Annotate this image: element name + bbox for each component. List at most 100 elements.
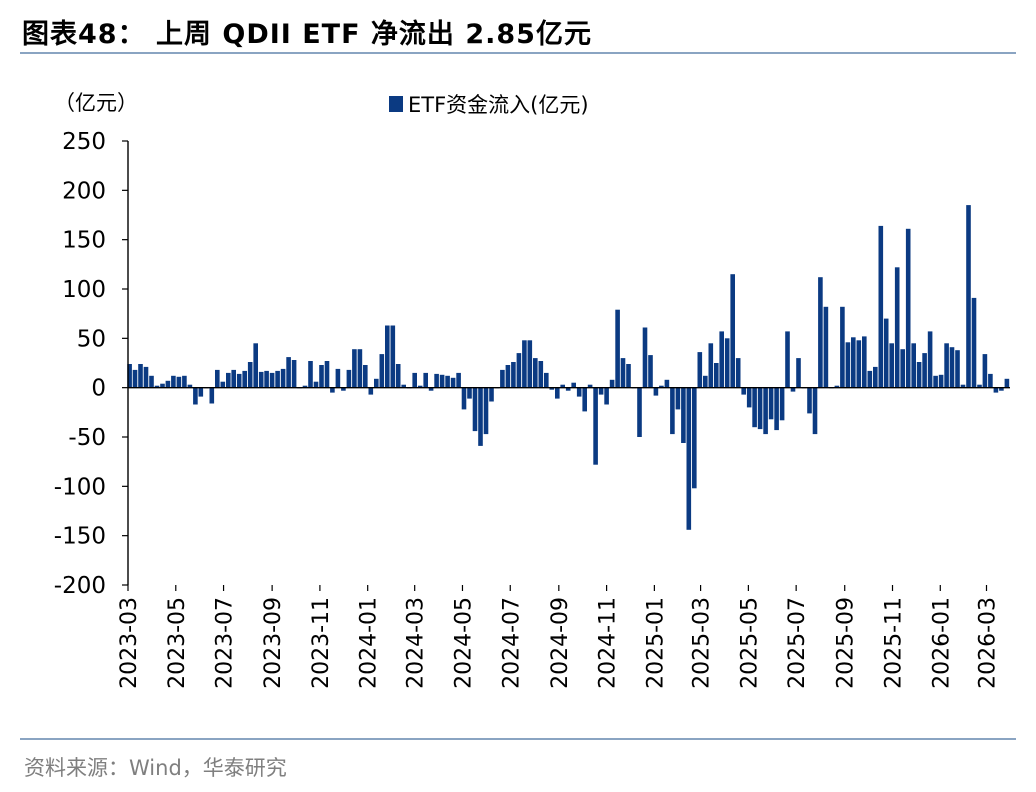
flow-bar	[960, 384, 966, 388]
flow-bar	[900, 349, 905, 388]
flow-bar	[341, 387, 346, 391]
flow-bar	[922, 353, 927, 388]
flow-bar	[878, 225, 884, 388]
flow-bar	[379, 354, 385, 388]
flow-bar	[714, 363, 719, 388]
x-tick-label: 2024-11	[596, 597, 621, 689]
flow-bar	[220, 381, 226, 388]
flow-bar	[346, 369, 352, 388]
flow-bar	[450, 377, 456, 388]
flow-bar	[626, 364, 631, 388]
flow-bar	[352, 349, 357, 388]
flow-bar	[193, 387, 198, 405]
y-tick-label: 100	[62, 277, 106, 303]
y-tick-label: 150	[62, 228, 106, 254]
flow-bar	[127, 364, 132, 388]
x-tick-label: 2026-03	[976, 597, 1001, 689]
flow-bar	[215, 369, 220, 388]
flow-bar	[851, 337, 856, 388]
flow-bar	[593, 387, 598, 465]
flow-bar	[138, 364, 143, 388]
flow-bar	[982, 354, 988, 388]
flow-bar	[620, 358, 626, 388]
flow-bar	[324, 361, 330, 388]
y-tick-label: 250	[62, 129, 106, 155]
flow-bar	[637, 387, 642, 437]
flow-bar	[275, 370, 280, 388]
flow-bar	[796, 358, 801, 388]
flow-bar	[401, 384, 406, 388]
flow-bar	[363, 365, 368, 388]
flow-bar	[823, 306, 829, 388]
flow-bar	[319, 365, 324, 388]
flow-bar	[615, 309, 620, 388]
y-tick-label: 50	[77, 326, 106, 352]
flow-bar	[489, 387, 494, 402]
flow-bar	[681, 387, 686, 443]
flow-bar	[226, 372, 231, 388]
flow-bar	[231, 369, 236, 388]
y-tick-label: -200	[54, 573, 106, 599]
flow-bar	[313, 381, 319, 388]
legend-swatch	[389, 96, 403, 112]
x-tick-label: 2024-03	[404, 597, 429, 689]
flow-bar	[648, 355, 653, 388]
x-tick-label: 2024-01	[357, 597, 382, 689]
flow-bar	[598, 387, 604, 395]
x-tick-label: 2025-07	[785, 597, 810, 689]
flow-bar	[834, 385, 840, 388]
flow-bar	[253, 343, 258, 388]
flow-bar	[988, 373, 993, 388]
flow-bar	[735, 358, 741, 388]
flow-bar	[894, 267, 900, 388]
flow-bar	[807, 387, 812, 414]
flow-bar	[538, 361, 544, 388]
flow-bar	[522, 340, 527, 388]
flow-bar	[511, 362, 516, 388]
flow-bar	[664, 379, 670, 388]
flow-bar	[308, 361, 313, 388]
flow-bar	[741, 387, 746, 395]
flow-bar	[209, 387, 215, 404]
x-tick-label: 2024-07	[499, 597, 524, 689]
flow-bar	[845, 342, 851, 388]
flow-bar	[302, 385, 308, 388]
flow-bar	[176, 376, 182, 388]
flow-bar	[478, 387, 483, 446]
flow-bar	[933, 375, 938, 388]
flow-bar	[763, 387, 768, 435]
flow-bar	[659, 385, 664, 388]
flow-bar	[790, 387, 796, 392]
flow-bar	[357, 349, 363, 388]
flow-bar	[889, 343, 894, 388]
y-tick-label: -100	[54, 474, 106, 500]
flow-bar	[533, 358, 538, 388]
flow-bar	[955, 350, 960, 388]
flow-bar	[757, 387, 763, 430]
flow-bar	[856, 340, 862, 388]
flow-bar	[873, 366, 878, 388]
flow-bar	[708, 343, 714, 388]
flow-bar	[576, 387, 582, 397]
flow-bar	[544, 372, 549, 388]
flow-bar	[609, 379, 615, 388]
flow-bar	[883, 318, 889, 388]
flow-bar	[143, 366, 149, 388]
flow-bar	[555, 387, 560, 399]
flow-bar	[149, 375, 154, 388]
flow-bar	[730, 274, 735, 388]
flow-bar	[571, 382, 576, 388]
flow-bar	[1004, 378, 1010, 388]
flow-bar	[368, 387, 374, 395]
flow-bar	[461, 387, 467, 410]
flow-bar	[132, 369, 138, 388]
bar-series	[127, 205, 1010, 530]
y-tick-label: -50	[68, 425, 106, 451]
flow-bar	[456, 372, 461, 388]
x-tick-label: 2026-01	[929, 597, 954, 689]
flow-bar	[417, 385, 423, 388]
flow-bar	[697, 352, 703, 388]
flow-bar	[439, 374, 445, 388]
flow-bar	[428, 387, 434, 391]
